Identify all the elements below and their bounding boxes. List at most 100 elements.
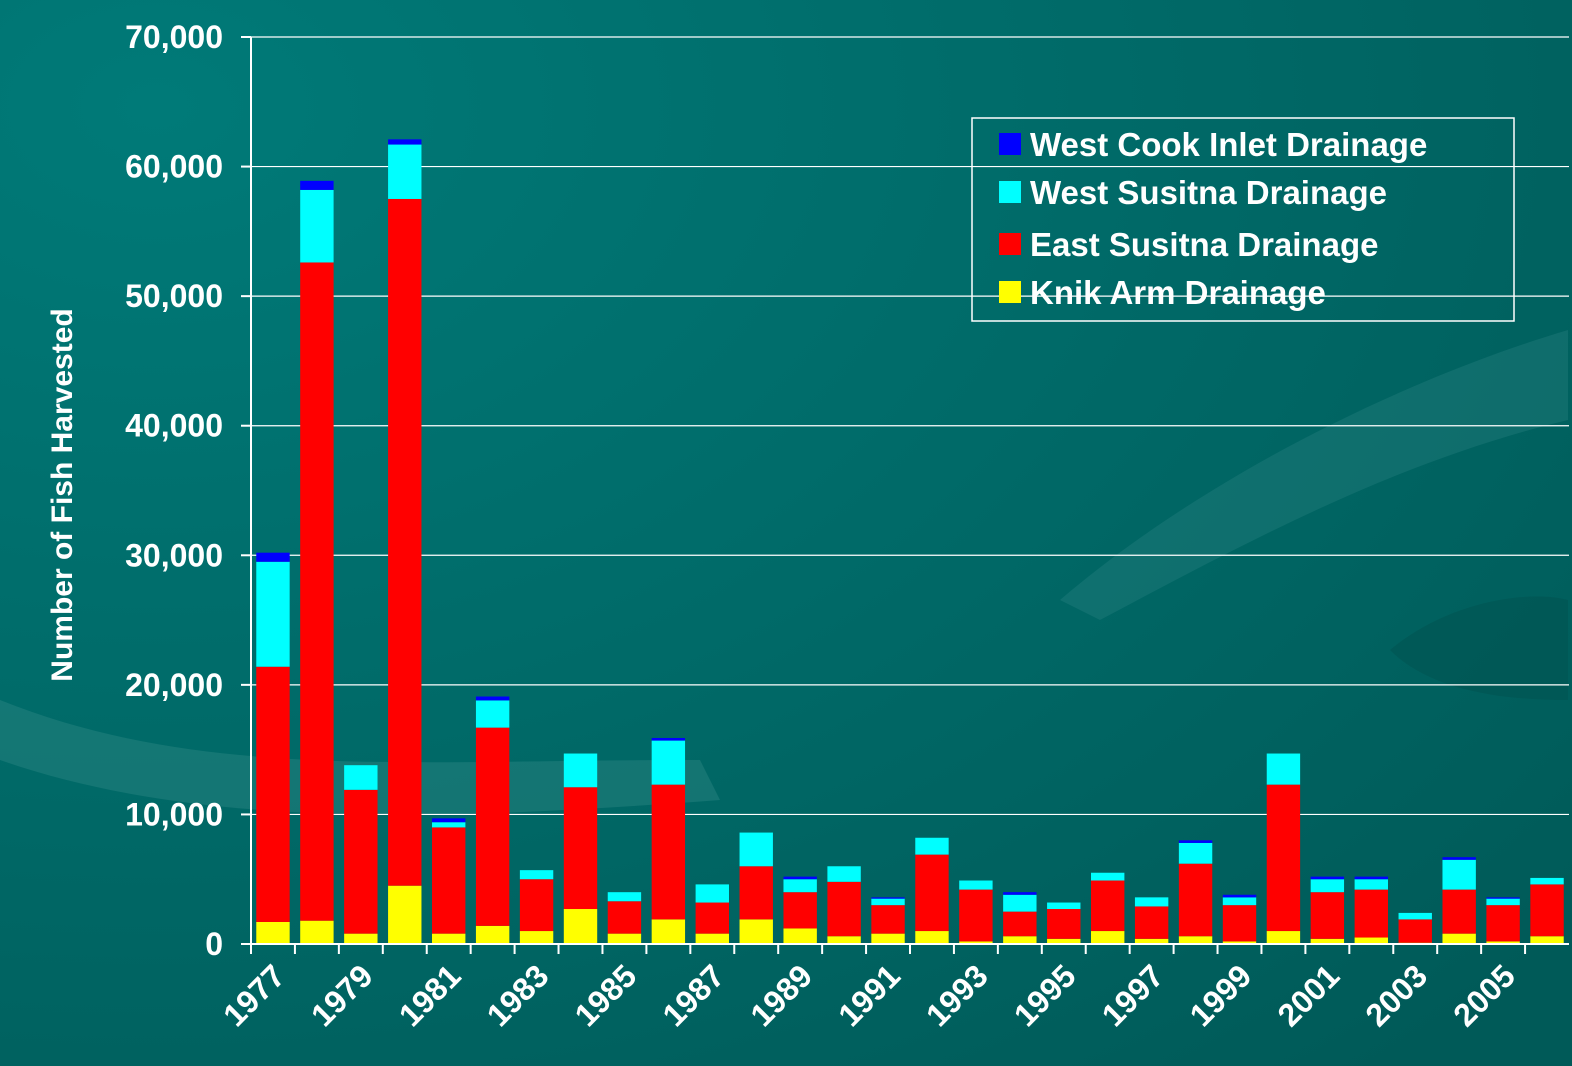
bar-segment	[563, 753, 598, 788]
bar-segment	[1486, 897, 1520, 899]
bar-segment	[344, 933, 378, 944]
bar-segment	[739, 919, 773, 944]
bar-segment	[256, 666, 290, 922]
y-axis-label: Number of Fish Harvested	[46, 308, 79, 681]
bar-segment	[300, 920, 334, 944]
bar-segment	[475, 700, 510, 728]
legend-swatch	[999, 133, 1021, 155]
bar-segment	[1310, 938, 1345, 944]
legend-swatch	[999, 181, 1021, 203]
bar-segment	[783, 928, 817, 944]
bar-segment	[1091, 872, 1125, 881]
decoration	[0, 700, 720, 815]
bar-segment	[1310, 876, 1345, 880]
bar-segment	[1266, 784, 1301, 932]
bar-segment	[1398, 912, 1432, 920]
bar-segment	[871, 933, 905, 944]
legend-label: West Cook Inlet Drainage	[1030, 126, 1427, 163]
bar-segment	[1530, 877, 1564, 885]
bar-segment	[651, 740, 686, 785]
bar-segment	[1134, 897, 1169, 907]
bar-segment	[1354, 876, 1388, 880]
bar-segment	[783, 879, 817, 893]
bar-segment	[1047, 938, 1081, 944]
bar-segment	[915, 931, 949, 944]
bar-segment	[1091, 880, 1125, 932]
legend-label: East Susitna Drainage	[1030, 226, 1378, 263]
bar-segment	[300, 189, 334, 263]
bar-segment	[695, 884, 729, 903]
bar-segment	[1003, 936, 1037, 944]
bar-segment	[1310, 879, 1345, 893]
bar-segment	[1266, 753, 1301, 785]
bar-segment	[695, 902, 729, 934]
bar-segment	[256, 561, 290, 667]
bar-segment	[1442, 859, 1476, 890]
bar-segment	[432, 822, 466, 828]
decoration	[1060, 330, 1568, 620]
bar-segment	[959, 889, 993, 942]
bar-segment	[1310, 892, 1345, 939]
bar-segment	[607, 901, 642, 934]
bar-segment	[915, 854, 949, 932]
bar-segment	[300, 180, 334, 190]
bar-segment	[827, 881, 861, 937]
bar-segment	[1178, 840, 1213, 843]
y-tick-label: 60,000	[125, 149, 223, 185]
bar-segment	[1003, 911, 1037, 937]
bar-segment	[563, 909, 598, 944]
bar-segment	[651, 737, 686, 741]
bar-segment	[1266, 931, 1301, 944]
bar-segment	[475, 696, 510, 701]
bar-segment	[783, 876, 817, 880]
bar-segment	[1442, 933, 1476, 944]
bar-segment	[1134, 938, 1169, 944]
bar-segment	[1442, 857, 1476, 860]
bar-segment	[871, 898, 905, 906]
bar-segment	[519, 870, 554, 880]
bar-segment	[1091, 931, 1125, 944]
decoration	[1390, 596, 1568, 700]
y-tick-label: 50,000	[125, 278, 223, 314]
legend-label: Knik Arm Drainage	[1030, 274, 1326, 311]
bar-segment	[959, 941, 993, 944]
bar-segment	[1003, 894, 1037, 912]
bar-segment	[1003, 892, 1037, 895]
bar-segment	[607, 892, 642, 902]
bar-segment	[739, 866, 773, 920]
legend-swatch	[999, 281, 1021, 303]
bar-segment	[1047, 909, 1081, 939]
bar-segment	[1530, 884, 1564, 937]
bar-segment	[432, 818, 466, 823]
bar-segment	[1354, 879, 1388, 890]
y-tick-label: 10,000	[125, 796, 223, 832]
bar-segment	[432, 827, 466, 934]
y-tick-label: 40,000	[125, 408, 223, 444]
legend-box	[971, 117, 1515, 322]
bar-segment	[1398, 919, 1432, 943]
bar-segment	[959, 880, 993, 890]
bar-segment	[388, 885, 422, 944]
bar-segment	[256, 552, 290, 562]
bar-segment	[1486, 941, 1520, 944]
bar-segment	[695, 933, 729, 944]
bar-segment	[563, 787, 598, 910]
bar-segment	[344, 765, 378, 790]
bar-segment	[1178, 936, 1213, 944]
bar-segment	[739, 832, 773, 867]
bar-segment	[432, 933, 466, 944]
bar-segment	[1354, 937, 1388, 944]
legend-label: West Susitna Drainage	[1030, 174, 1387, 211]
y-tick-label: 70,000	[125, 19, 223, 55]
bar-segment	[827, 936, 861, 944]
bar-segment	[1178, 863, 1213, 937]
bar-segment	[1530, 936, 1564, 944]
bar-segment	[915, 837, 949, 855]
bar-segment	[607, 933, 642, 944]
bar-segment	[388, 139, 422, 145]
y-tick-label: 30,000	[125, 537, 223, 573]
bar-segment	[300, 262, 334, 921]
bar-segment	[388, 198, 422, 886]
bar-segment	[871, 897, 905, 899]
bar-segment	[344, 789, 378, 934]
